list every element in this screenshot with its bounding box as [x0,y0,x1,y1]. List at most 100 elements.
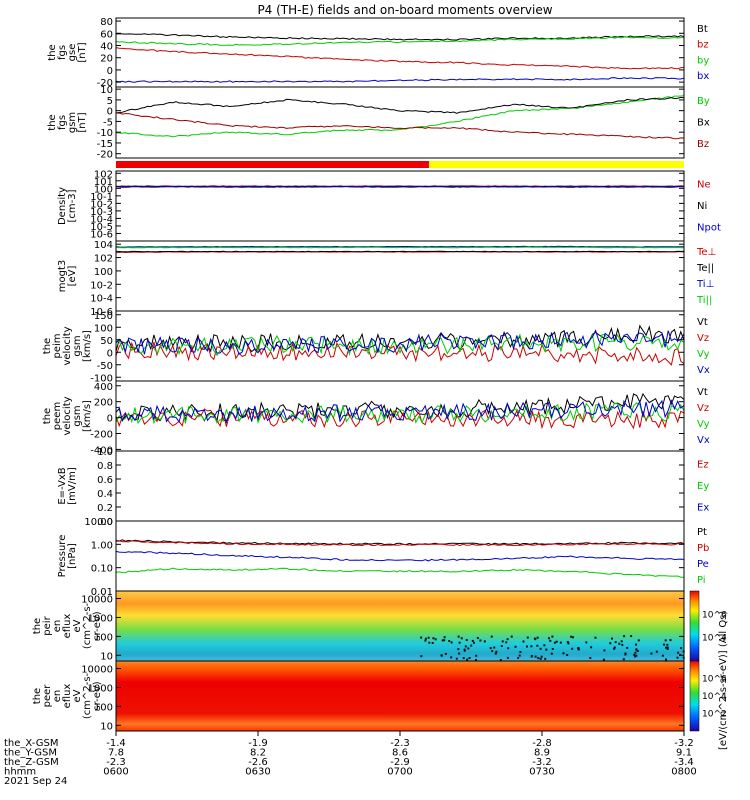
spectrogram-speckle [613,646,616,649]
y-tick-label: 101 [94,177,113,188]
x-tick-label: -2.9 [390,757,410,768]
plot-p6 [115,380,685,452]
spectrogram-speckle [534,655,537,658]
y-axis-label: fgs [57,45,68,60]
spectrogram-speckle [676,656,679,659]
legend-entry: Bx [697,118,710,129]
ylabel-p9: the peir en eflux eV (cm^2-s-sr-eV) [32,602,103,649]
spectrogram-speckle [458,652,461,655]
y-axis-label: the [47,44,58,60]
y-axis-label: sr-eV) [92,681,103,710]
y-tick-label: 10-2 [90,199,113,210]
spectrogram-speckle [551,635,554,638]
series-line-p6-0 [115,392,685,423]
colorbar-tick-label: 10^4 [702,692,727,702]
spectrogram-speckle [539,657,542,660]
series-line-p6-3 [115,399,685,425]
spectrogram-speckle [603,649,606,652]
legend-p4: Te⊥ Te|| Ti⊥ Ti|| [696,247,716,306]
series-line-p1-0 [115,33,685,41]
spectrogram-speckle [613,647,616,650]
y-axis-label: velocity [62,326,73,365]
x-tick-label: 7.8 [108,748,124,759]
panel-ion-spectrogram: the peir en eflux eV (cm^2-s-sr-eV) 10 100 1000… [32,590,727,662]
spectrogram-speckle [458,641,461,644]
spectrogram-speckle [432,637,435,640]
spectrogram-speckle [624,653,627,656]
panel-frame [115,170,685,242]
colorbar-tick-label: 10^2 [702,710,727,720]
yticks-p10: 10 100 1000 10000 [81,665,684,732]
y-axis-label: eV [72,689,83,702]
spectrogram-speckle [602,658,605,661]
spectrogram-p10 [116,661,684,731]
spectrogram-speckle [543,644,546,647]
ylabel-p8: Pressure [nPa] [57,535,78,578]
y-axis-label: peir [42,615,53,635]
ylabel-p1: the fgs gse [nT] [47,42,88,62]
spectrogram-speckle [677,651,680,654]
series-line-p4-2 [115,245,685,248]
series-line-p5-3 [115,329,685,355]
legend-entry: By [697,96,710,107]
y-tick-label: 100 [94,632,113,643]
y-axis-label: the [47,114,58,130]
legend-entry: Vz [697,333,709,344]
spectrogram-speckle [636,650,639,652]
y-axis-label: eflux [62,614,73,639]
spectrogram-speckle [666,648,669,650]
spectrogram-speckle [570,635,573,638]
y-tick-label: 10000 [81,665,113,676]
spectrogram-speckle [623,635,626,638]
colorbar-p10: 10^2 10^4 10^6 [689,660,727,732]
plot-p5 [115,310,685,382]
y-tick-label: 50 [100,336,113,347]
legend-entry: Vt [697,317,708,328]
mode-bar-yellow [429,161,684,168]
spectrogram-speckle [549,639,552,642]
spectrogram-speckle [544,657,547,660]
spectrogram-speckle [665,646,667,649]
x-row-label: the_X-GSM [4,738,58,749]
x-tick-label: 0700 [387,767,412,778]
spectrogram-speckle [635,654,638,657]
x-tick-label: -3.4 [674,757,694,768]
legend-p1: Bt bz by bx [697,24,709,82]
spectrogram-speckle [455,657,458,660]
y-tick-label: 5 [107,96,113,107]
y-tick-label: 10-4 [90,214,113,225]
y-axis-label: peim [52,333,63,358]
spectrogram-speckle [577,647,580,650]
panel-efield: E=-VxB [mV/m] 0.0 0.2 0.4 0.6 0.8 1.0 Ez Ey Ex [57,447,709,528]
plot-p4 [115,240,685,312]
y-tick-label: -200 [90,430,113,441]
spectrogram-speckle [536,636,539,639]
mode-bar [116,161,684,168]
spectrogram-speckle [530,655,533,657]
x-tick-label: -3.2 [674,738,694,749]
panel-electron-spectrogram: the peer en eflux eV (cm^2-s-sr-eV) 10 100 1000… [32,660,727,732]
yticks-p9: 10 100 1000 10000 [81,595,684,662]
spectrogram-speckle [655,650,658,653]
spectrogram-speckle [490,635,493,638]
ylabel-p6: the peem velocity gsm [km/s] [42,396,93,435]
ylabel-p5: the peim velocity gsm [km/s] [42,326,93,365]
y-axis-label: sr-eV) [92,611,103,640]
spectrogram-speckle [443,639,446,642]
legend-entry: Npot [697,222,721,233]
y-axis-label: (cm^2-s- [82,602,93,649]
spectrogram-speckle [534,638,537,641]
spectrogram-speckle [669,639,672,642]
x-tick-label: 0730 [529,767,554,778]
spectrogram-speckle [664,639,667,642]
figure-title: P4 (TH-E) fields and on-board moments ov… [257,3,552,17]
x-tick-label: -1.4 [106,738,126,749]
colorbar-label: [eV/(cm^2-s-sr-eV)] (All Qs) [718,611,729,750]
legend-entry: Bz [697,139,709,150]
spectrogram-speckle [501,640,504,643]
spectrogram-speckle [540,655,543,658]
spectrogram-speckle [545,648,548,651]
spectrogram-speckle [572,636,574,639]
